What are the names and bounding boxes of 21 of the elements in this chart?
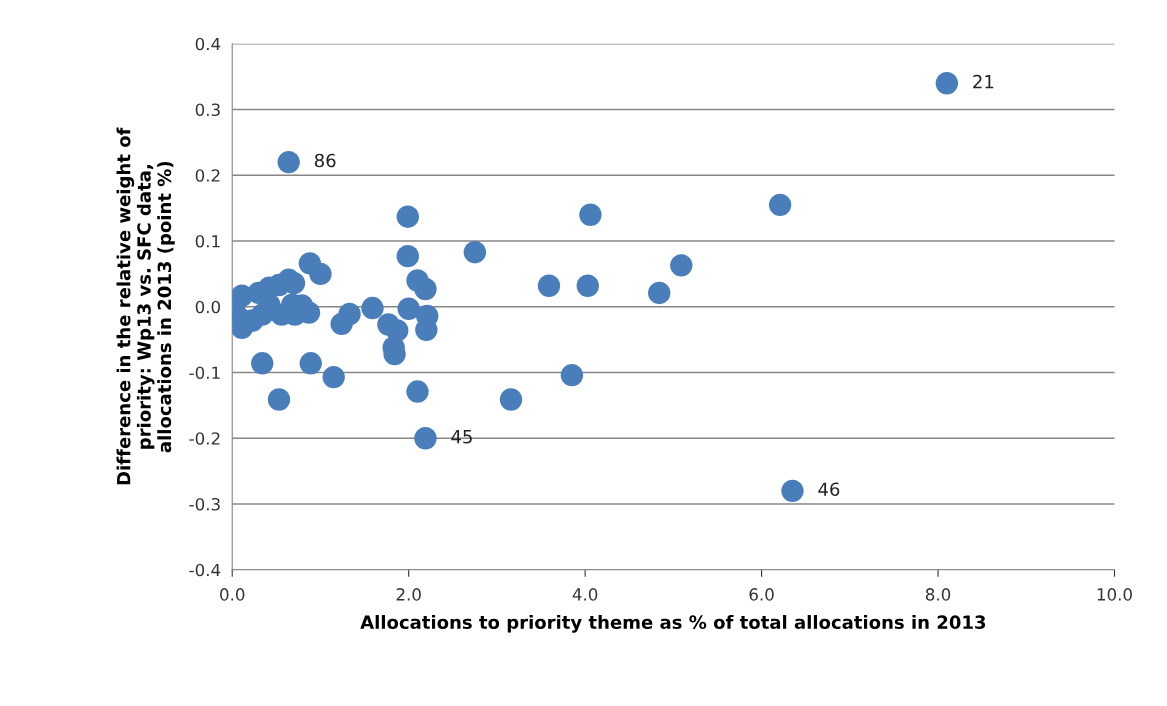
x-tick-label: 0.0	[220, 588, 245, 601]
annotation: 21	[973, 74, 994, 89]
y-tick-label: 0.1	[195, 234, 220, 248]
x-tick-label: 6.0	[749, 588, 774, 601]
x-tick-label: 4.0	[572, 588, 598, 601]
y-tick-label: 0.2	[195, 169, 220, 182]
x-tick-label: 2.0	[396, 588, 421, 601]
y-tick-label: 0.4	[195, 37, 221, 51]
x-tick-label: 10.0	[1097, 588, 1132, 601]
y-tick-label: 0.0	[195, 300, 221, 314]
y-tick-label: -0.4	[189, 563, 221, 577]
x-axis-title: Allocations to priority theme as % of total allocations in 2013	[360, 615, 986, 633]
annotation: 45	[451, 430, 472, 444]
y-tick-label: -0.2	[189, 432, 220, 445]
y-tick-label: 0.3	[195, 103, 220, 117]
annotation: 86	[314, 153, 336, 168]
y-tick-label: -0.3	[189, 497, 220, 511]
y-tick-label: -0.1	[189, 366, 220, 380]
y-axis-title: Difference in the relative weight of priority: Wp13 vs. SFC data, allocations in 2013 (point %)	[116, 127, 175, 485]
annotation: 46	[818, 482, 840, 497]
x-tick-label: 8.0	[925, 588, 951, 601]
